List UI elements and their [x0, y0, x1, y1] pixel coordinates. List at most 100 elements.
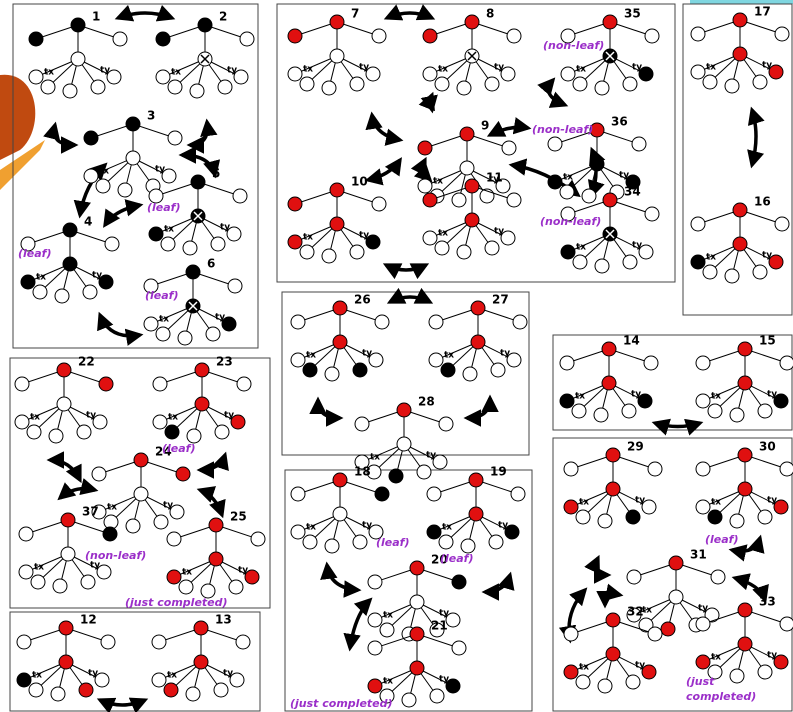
- node: [695, 393, 711, 409]
- node: [244, 569, 260, 585]
- node: [500, 230, 516, 246]
- node: [352, 534, 368, 550]
- tx-label: tx: [642, 606, 652, 616]
- node: [194, 396, 210, 412]
- edge: [297, 341, 341, 361]
- node: [28, 69, 44, 85]
- node: [290, 486, 306, 502]
- panel: [552, 334, 793, 431]
- node: [594, 258, 610, 274]
- edge: [435, 341, 479, 361]
- arrow: [320, 561, 362, 598]
- node: [16, 634, 32, 650]
- node: [193, 654, 209, 670]
- node: [724, 268, 740, 284]
- edge: [155, 215, 199, 235]
- node: [366, 464, 382, 480]
- node: [773, 654, 789, 670]
- edge: [374, 667, 418, 687]
- node: [695, 616, 711, 632]
- edge: [35, 58, 79, 78]
- node: [737, 481, 753, 497]
- state-number: 37: [82, 505, 99, 519]
- node: [704, 607, 720, 623]
- node: [401, 692, 417, 708]
- node: [152, 376, 168, 392]
- node: [631, 136, 647, 152]
- node: [48, 428, 64, 444]
- node: [299, 76, 315, 92]
- node: [695, 654, 711, 670]
- state-number: 17: [754, 5, 771, 19]
- node: [329, 182, 345, 198]
- arrow: [410, 156, 433, 183]
- tx-label: tx: [383, 677, 393, 687]
- node: [374, 314, 390, 330]
- state: 18 tx ty: [290, 465, 390, 554]
- ty-label: ty: [767, 651, 777, 661]
- node: [644, 28, 660, 44]
- arrow: [43, 121, 79, 154]
- state-number: 16: [754, 195, 771, 209]
- tx-label: tx: [579, 663, 589, 673]
- state-number: 18: [354, 465, 371, 479]
- node: [388, 468, 404, 484]
- node: [368, 524, 384, 540]
- cross: [188, 301, 198, 311]
- tx-label: tx: [306, 523, 316, 533]
- node: [52, 578, 68, 594]
- edge: [173, 558, 217, 578]
- node: [484, 240, 500, 256]
- annotation: (just completed): [290, 697, 393, 710]
- node: [470, 334, 486, 350]
- node: [707, 403, 723, 419]
- annotation: (non-leaf): [543, 39, 604, 52]
- node: [501, 140, 517, 156]
- edge: [570, 488, 614, 508]
- node: [547, 136, 563, 152]
- node: [287, 234, 303, 250]
- state: 4 tx ty: [20, 215, 120, 304]
- node: [575, 509, 591, 525]
- ty-label: ty: [155, 165, 165, 175]
- tx-label: tx: [711, 653, 721, 663]
- state: 14 tx ty: [559, 334, 659, 423]
- arrow: [103, 199, 144, 228]
- node: [229, 672, 245, 688]
- node: [428, 314, 444, 330]
- edge: [429, 55, 473, 75]
- node: [92, 414, 108, 430]
- edge: [566, 382, 610, 402]
- node: [589, 156, 605, 172]
- edge: [567, 55, 611, 75]
- node: [166, 569, 182, 585]
- arrow: [114, 4, 176, 22]
- node: [60, 512, 76, 528]
- node: [589, 122, 605, 138]
- state-number: 2: [219, 10, 227, 24]
- node: [752, 264, 768, 280]
- node: [54, 288, 70, 304]
- node: [626, 569, 642, 585]
- node: [773, 499, 789, 515]
- tx-label: tx: [44, 68, 54, 78]
- node: [768, 254, 784, 270]
- state-number: 19: [490, 465, 507, 479]
- node: [732, 12, 748, 28]
- state-number: 24: [155, 445, 172, 459]
- ty-label: ty: [762, 61, 772, 71]
- ty-label: ty: [223, 669, 233, 679]
- node: [70, 17, 86, 33]
- state: 12 tx ty: [16, 613, 116, 702]
- state-number: 26: [354, 293, 371, 307]
- tx-label: tx: [36, 273, 46, 283]
- node: [349, 76, 365, 92]
- edge: [633, 596, 677, 616]
- panel: [12, 3, 259, 349]
- arrow: [651, 418, 704, 436]
- node: [62, 83, 78, 99]
- node: [468, 506, 484, 522]
- arrow: [97, 311, 144, 346]
- node: [779, 616, 793, 632]
